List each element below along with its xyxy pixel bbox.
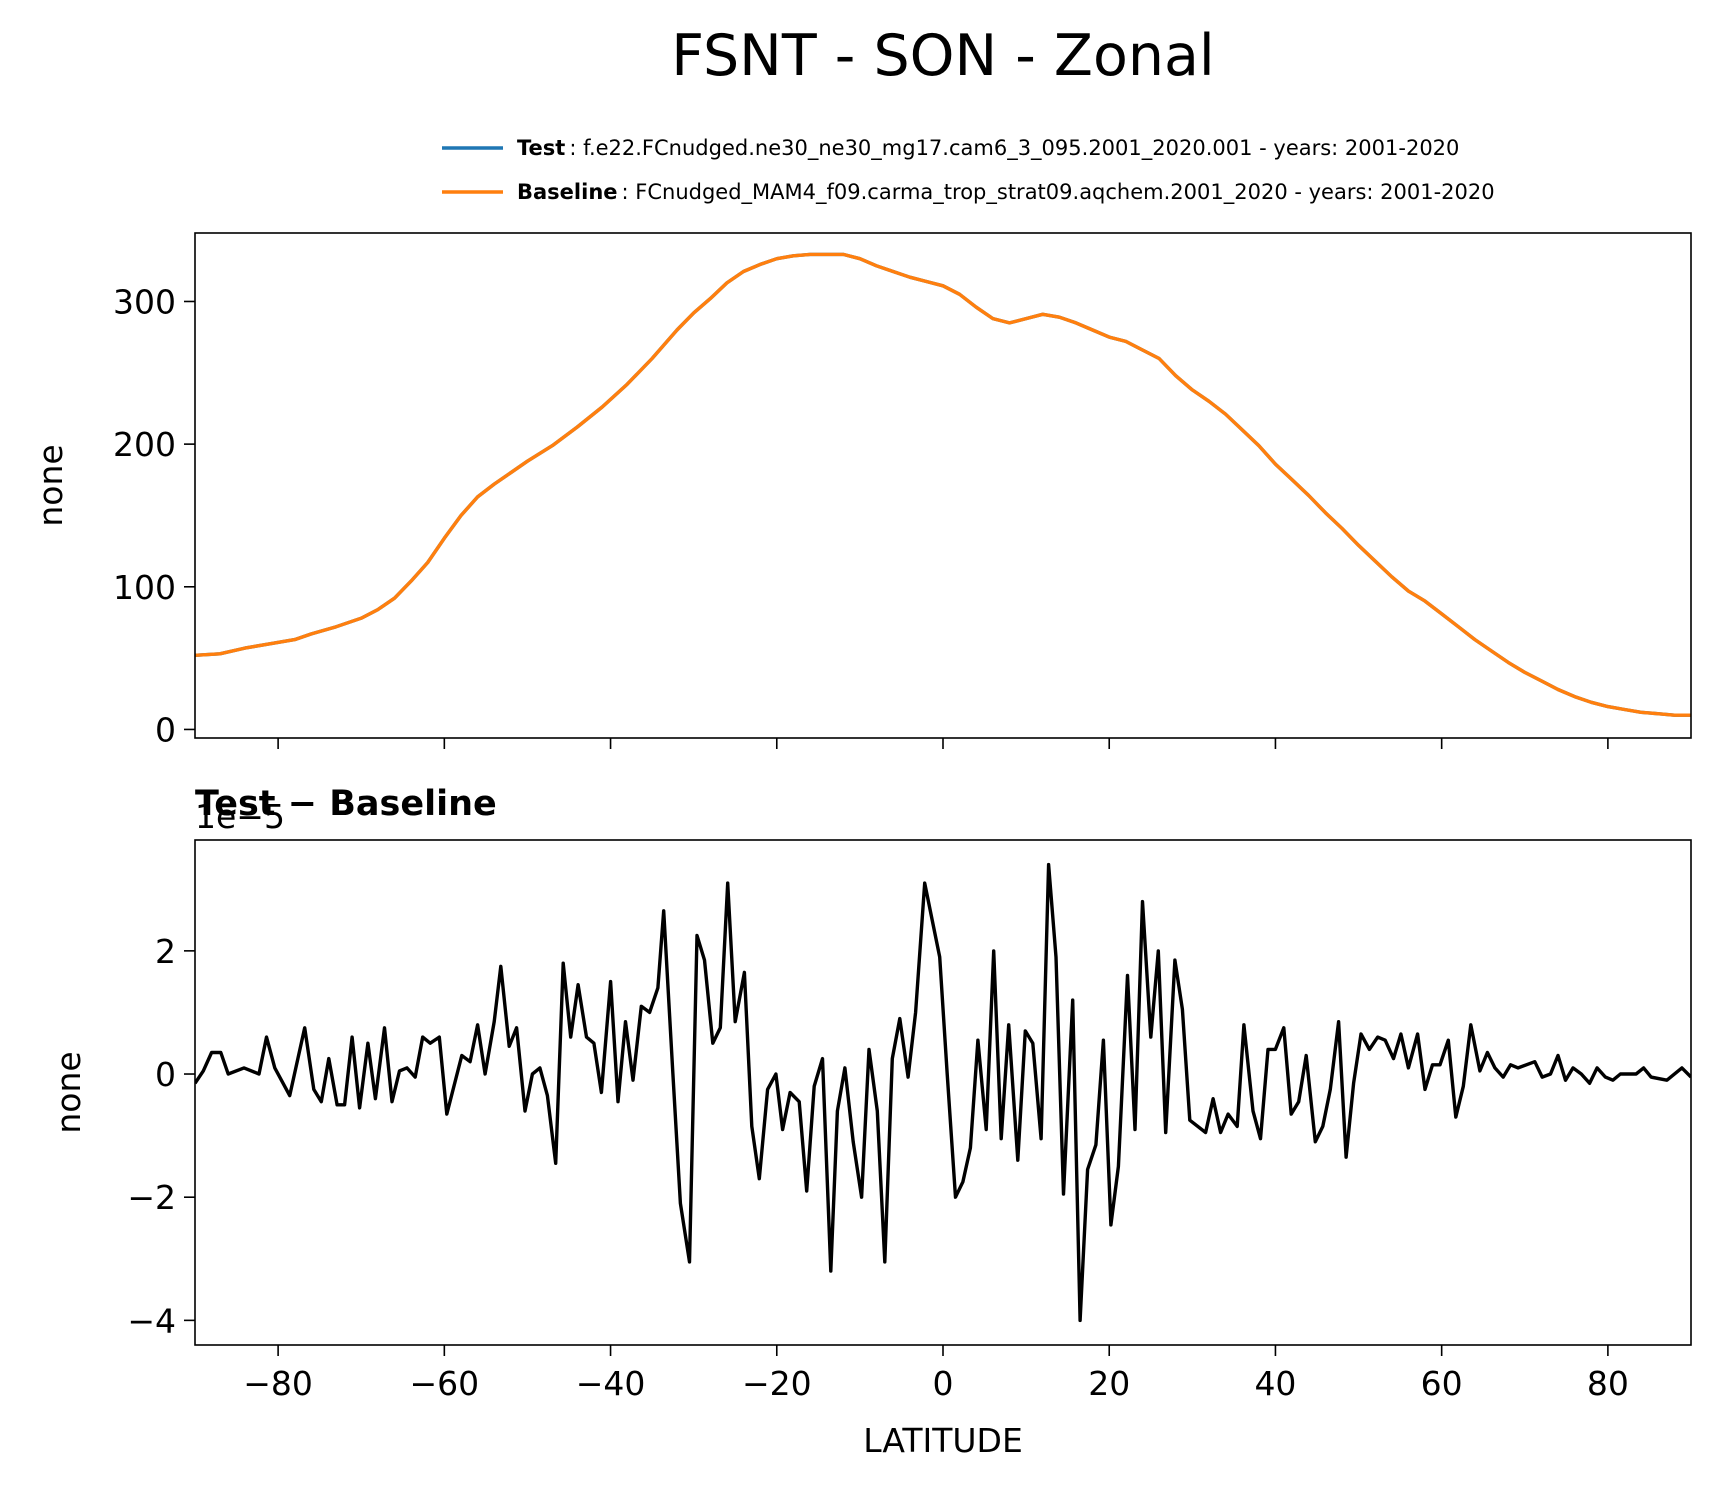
legend-name: Baseline <box>517 180 618 204</box>
y-tick-label: 200 <box>113 425 176 464</box>
y-tick-label: −4 <box>127 1301 176 1340</box>
y-tick-label: 100 <box>113 568 176 607</box>
legend-entry: Baseline: FCnudged_MAM4_f09.carma_trop_s… <box>517 180 1495 205</box>
y-axis-label: none <box>49 1051 88 1133</box>
y-tick-label: 300 <box>113 282 176 321</box>
y-tick-label: −2 <box>127 1178 176 1217</box>
legend-description: : f.e22.FCnudged.ne30_ne30_mg17.cam6_3_0… <box>569 136 1459 161</box>
axes-frame <box>194 839 1692 1346</box>
x-tick-label: 60 <box>1421 1364 1463 1403</box>
x-tick-label: −20 <box>742 1364 812 1403</box>
y-tick-label: 2 <box>155 932 176 971</box>
legend-description: : FCnudged_MAM4_f09.carma_trop_strat09.a… <box>622 180 1495 205</box>
x-tick-label: 80 <box>1587 1364 1629 1403</box>
legend-entry: Test: f.e22.FCnudged.ne30_ne30_mg17.cam6… <box>517 136 1459 161</box>
y-tick-label: 0 <box>155 1055 176 1094</box>
x-tick-label: −80 <box>243 1364 313 1403</box>
data-line <box>195 862 1691 1323</box>
y-tick-label: 0 <box>155 710 176 749</box>
axes-frame <box>194 232 1692 739</box>
subplot-title: Test − Baseline <box>195 784 497 824</box>
legend-name: Test <box>517 136 565 160</box>
x-tick-label: −60 <box>410 1364 480 1403</box>
x-tick-label: 20 <box>1088 1364 1130 1403</box>
offset-label: 1e−5 <box>195 797 285 836</box>
data-line <box>195 252 1691 717</box>
y-axis-label: none <box>31 444 70 526</box>
figure-title: FSNT - SON - Zonal <box>671 23 1215 89</box>
x-tick-label: −40 <box>576 1364 646 1403</box>
x-tick-label: 0 <box>933 1364 954 1403</box>
x-axis-label: LATITUDE <box>863 1421 1023 1460</box>
data-line <box>195 252 1691 717</box>
x-tick-label: 40 <box>1254 1364 1296 1403</box>
